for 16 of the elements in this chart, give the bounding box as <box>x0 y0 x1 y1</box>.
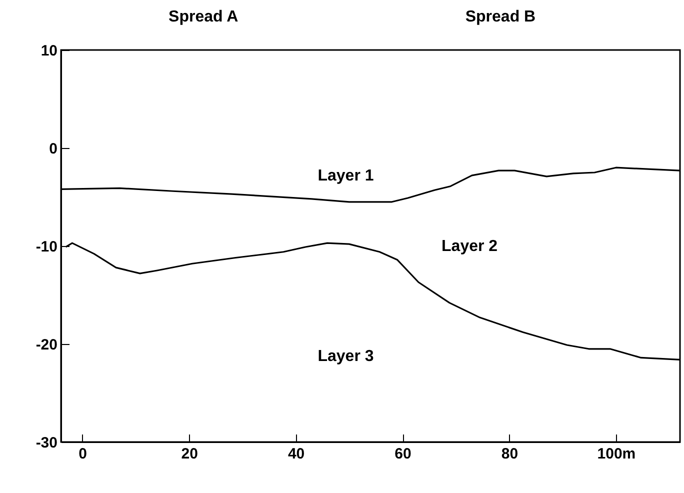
x-tick-label: 80 <box>501 446 518 462</box>
annotation: Layer 2 <box>442 238 498 255</box>
y-tick-label: -30 <box>36 434 58 452</box>
y-tick-label: 10 <box>40 42 58 60</box>
y-tick-label: -10 <box>36 238 58 256</box>
text: Spread B <box>465 8 536 26</box>
x-tick-label: 40 <box>288 446 305 462</box>
annotation: Layer 1 <box>318 167 374 184</box>
x-tick-label: 60 <box>394 446 412 462</box>
x-tick-label: 100m <box>597 446 636 462</box>
annotation: Layer 3 <box>318 348 374 365</box>
y-tick-label: 0 <box>49 140 58 158</box>
y-tick-label: -20 <box>36 336 58 354</box>
x-tick-label: 20 <box>181 446 198 462</box>
text: Spread A <box>168 8 239 26</box>
x-tick-label: 0 <box>78 446 88 462</box>
